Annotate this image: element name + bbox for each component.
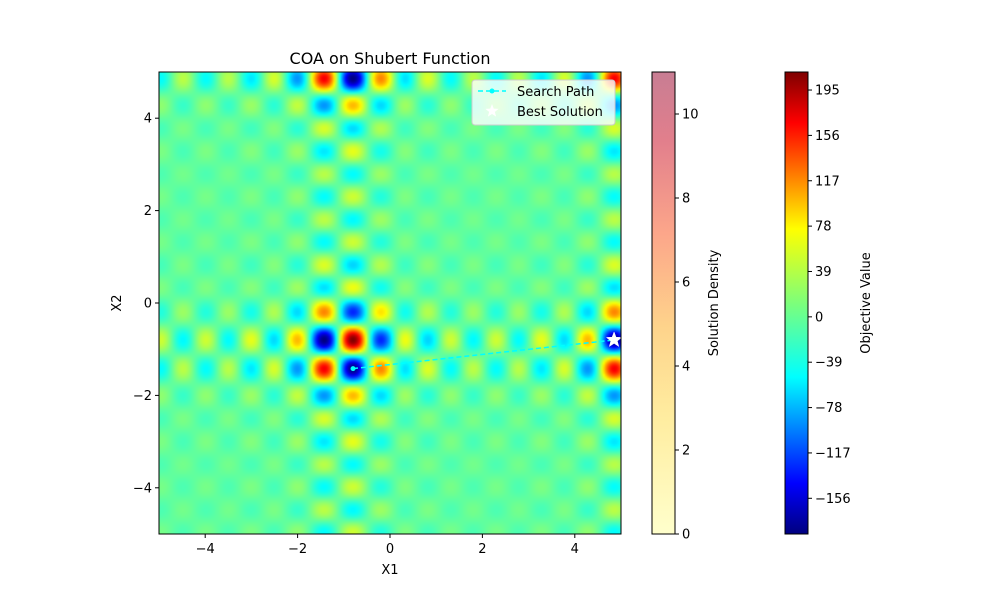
search-path-point [350,366,356,372]
colorbar-tick-label: −78 [815,401,842,416]
colorbar-tick-label: 156 [815,129,840,144]
colorbar-density-label: Solution Density [707,249,722,356]
x-tick-label: 4 [571,542,579,557]
legend-best-solution-star [485,104,499,117]
colorbar-solution-density: 0 2 4 6 8 10 Solution Density [651,71,722,543]
legend: Search Path Best Solution [471,79,616,126]
search-path-line [352,339,615,370]
legend-box [471,79,616,126]
x-axis-label: X1 [381,563,398,578]
colorbar-objective-gradient [785,72,808,534]
colorbar-tick-label: 10 [682,108,699,123]
colorbar-density-frame [651,71,676,535]
x-axis-ticks: −4 −2 0 2 4 [196,534,579,557]
colorbar-tick-label: 8 [682,192,690,207]
heatmap-image [159,72,621,534]
colorbar-tick-label: 0 [815,310,823,325]
series-layer [350,331,621,372]
y-tick-label: 4 [144,112,152,127]
x-tick-label: −4 [196,542,215,557]
y-axis-label: X2 [110,294,125,311]
colorbar-density-ticks: 0 2 4 6 8 10 [675,108,699,543]
colorbar-objective-ticks: −156 −117 −78 −39 0 39 78 117 156 195 [808,84,851,507]
colorbar-density-gradient [652,72,675,534]
colorbar-tick-label: 4 [682,360,690,375]
colorbar-tick-label: 6 [682,276,690,291]
y-axis-ticks: −4 −2 0 2 4 [133,112,159,496]
legend-search-path-dot [489,88,495,94]
legend-search-path-label: Search Path [517,85,594,100]
colorbar-objective-label: Objective Value [859,252,874,353]
y-tick-label: 2 [144,204,152,219]
colorbar-tick-label: 117 [815,174,840,189]
x-tick-label: 0 [386,542,394,557]
colorbar-tick-label: 195 [815,84,840,99]
best-solution-star [605,331,621,347]
chart-title: COA on Shubert Function [290,49,491,68]
legend-best-solution-label: Best Solution [517,105,603,120]
colorbar-tick-label: 2 [682,444,690,459]
colorbar-objective-frame [784,71,809,535]
y-tick-label: −4 [133,481,152,496]
y-tick-label: −2 [133,389,152,404]
x-tick-label: 2 [478,542,486,557]
colorbar-tick-label: 39 [815,265,832,280]
colorbar-tick-label: 78 [815,220,832,235]
y-tick-label: 0 [144,297,152,312]
colorbar-tick-label: −39 [815,356,842,371]
heatmap [159,72,621,534]
colorbar-objective-value: −156 −117 −78 −39 0 39 78 117 156 195 Objective V… [784,71,874,535]
colorbar-tick-label: −117 [815,446,851,461]
colorbar-tick-label: −156 [815,492,851,507]
colorbar-tick-label: 0 [682,528,690,543]
x-tick-label: −2 [288,542,307,557]
